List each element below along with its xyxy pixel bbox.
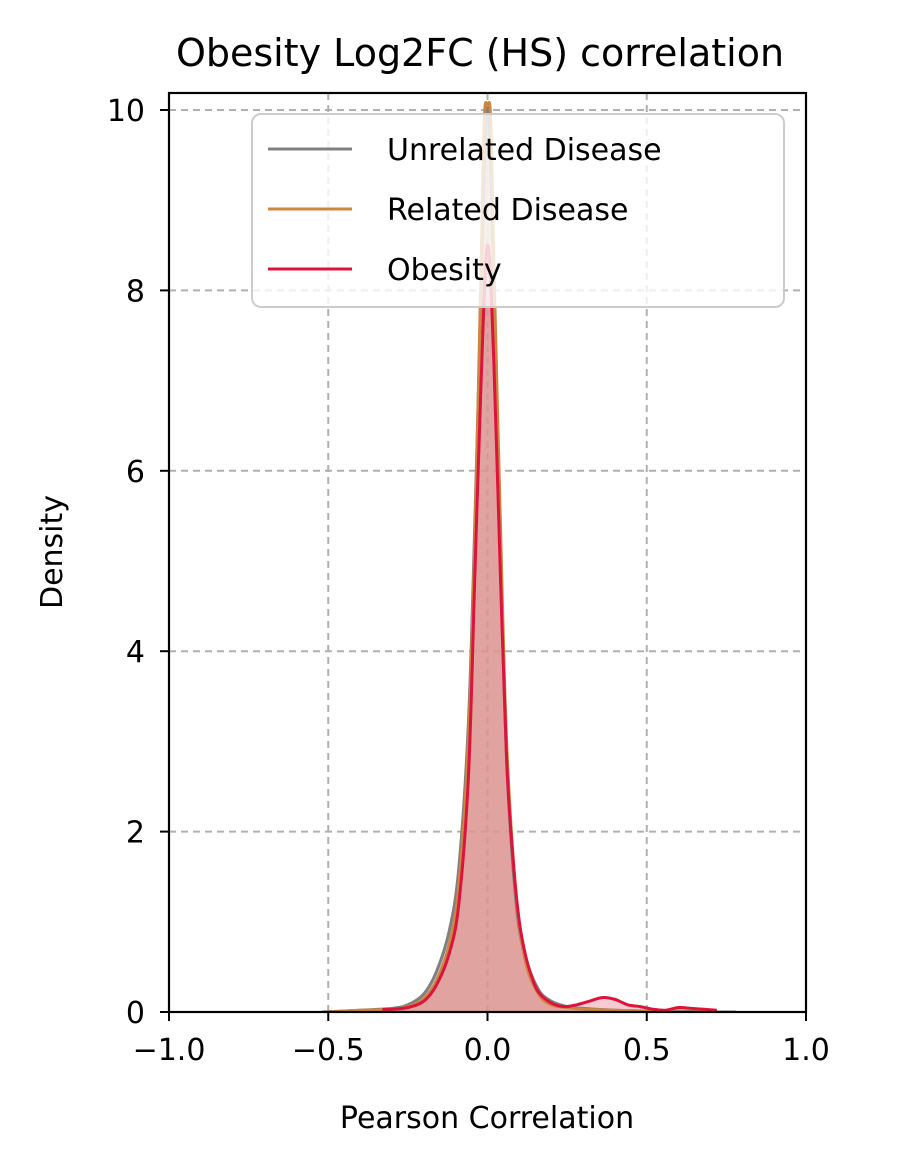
legend-label-obesity: Obesity bbox=[387, 253, 502, 288]
y-axis: 0 2 4 6 8 10 bbox=[107, 94, 169, 1031]
x-tick-label: −0.5 bbox=[292, 1033, 365, 1068]
y-tick-label: 0 bbox=[126, 996, 145, 1031]
chart-title: Obesity Log2FC (HS) correlation bbox=[176, 31, 784, 75]
x-tick-label: 1.0 bbox=[782, 1033, 830, 1068]
legend-box bbox=[251, 113, 785, 308]
legend: Unrelated Disease Related Disease Obesity bbox=[251, 113, 785, 308]
x-axis-label: Pearson Correlation bbox=[340, 1101, 634, 1136]
y-tick-label: 8 bbox=[126, 274, 145, 309]
legend-label-unrelated-disease: Unrelated Disease bbox=[387, 133, 662, 168]
y-tick-label: 2 bbox=[126, 816, 145, 851]
obesity-line bbox=[382, 243, 717, 1012]
x-tick-label: 0.0 bbox=[464, 1033, 512, 1068]
legend-label-related-disease: Related Disease bbox=[387, 193, 628, 228]
obesity-area bbox=[382, 245, 717, 1012]
y-tick-label: 10 bbox=[107, 94, 145, 129]
y-tick-label: 6 bbox=[126, 455, 145, 490]
x-tick-label: −1.0 bbox=[133, 1033, 206, 1068]
x-tick-label: 0.5 bbox=[623, 1033, 671, 1068]
y-tick-label: 4 bbox=[126, 635, 145, 670]
y-axis-label: Density bbox=[35, 495, 70, 609]
x-axis: −1.0 −0.5 0.0 0.5 1.0 bbox=[133, 1012, 830, 1068]
